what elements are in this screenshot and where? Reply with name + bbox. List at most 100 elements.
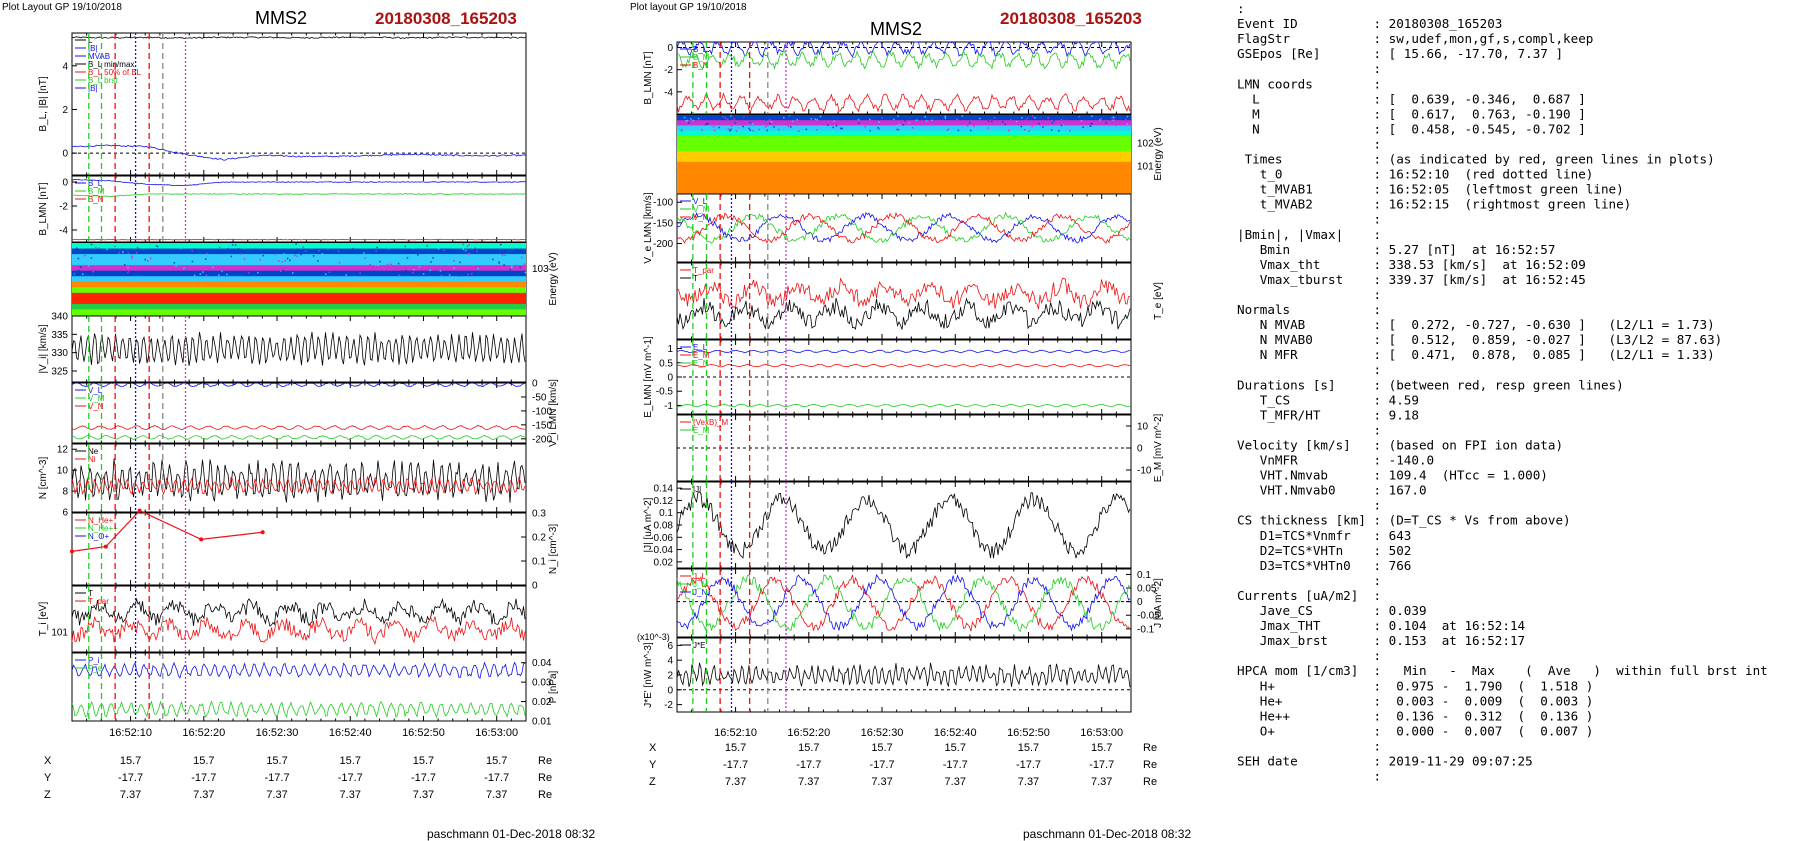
pos-value: 7.37: [340, 789, 361, 801]
spectrogram-pixel: [374, 264, 377, 266]
spectrogram-pixel: [878, 128, 881, 130]
info-line: :: [1237, 648, 1381, 663]
series-T_par: [71, 616, 526, 645]
pos-row-label: X: [649, 742, 657, 754]
info-line: :: [1237, 362, 1381, 377]
spectrogram-pixel: [345, 274, 347, 276]
spectrogram-pixel: [377, 264, 379, 267]
spectrogram-pixel: [1047, 117, 1049, 119]
series-P_i: [71, 661, 526, 680]
legend-entry: J_L: [693, 572, 706, 581]
spectrogram-pixel: [683, 123, 686, 126]
spectrogram-pixel: [712, 127, 715, 130]
middle-event-title: 20180308_165203: [1000, 9, 1142, 28]
spectrogram-pixel: [412, 271, 414, 274]
time-tick-label: 16:53:00: [475, 727, 518, 739]
info-line: :: [1237, 738, 1381, 753]
spectrogram-pixel: [1026, 117, 1029, 120]
spectrogram-pixel: [1004, 123, 1006, 126]
spectrogram-pixel: [415, 268, 418, 270]
info-line: D3=TCS*VHTn0 : 766: [1237, 558, 1411, 573]
spectrogram-band: [677, 167, 1131, 173]
spectrogram-pixel: [236, 257, 238, 259]
spectrogram-pixel: [150, 257, 152, 259]
pos-value: 15.7: [945, 742, 966, 754]
spectrogram-pixel: [1013, 123, 1016, 125]
spectrogram-pixel: [786, 129, 788, 132]
spectrogram-pixel: [510, 267, 513, 269]
spectrogram-pixel: [897, 115, 899, 117]
spectrogram-pixel: [1082, 126, 1084, 128]
spectrogram-pixel: [226, 273, 228, 276]
legend-entry: E_L: [693, 343, 708, 352]
spectrogram-pixel: [1023, 129, 1026, 131]
middle-spacecraft-title: MMS2: [870, 19, 922, 39]
spectrogram-pixel: [283, 253, 285, 255]
spectrogram-pixel: [119, 251, 122, 253]
spectrogram-pixel: [227, 247, 229, 250]
time-tick-label: 16:52:40: [934, 727, 977, 739]
spectrogram-pixel: [816, 129, 818, 131]
legend-entry: B_M: [693, 53, 710, 62]
spectrogram-pixel: [81, 273, 84, 275]
y-tick-label: 12: [57, 445, 69, 456]
spectrogram-pixel: [261, 243, 263, 246]
spectrogram-pixel: [1062, 124, 1064, 126]
left-footer: paschmann 01-Dec-2018 08:32: [427, 827, 595, 841]
panel-frame: [676, 568, 1132, 638]
y-tick-label: 0.06: [654, 533, 674, 544]
series-E_M: [676, 363, 1131, 368]
spectrogram-pixel: [420, 263, 422, 265]
pos-unit: Re: [1143, 759, 1157, 771]
spectrogram-pixel: [122, 251, 124, 253]
info-line: :: [1237, 1, 1245, 16]
spectrogram-pixel: [1078, 116, 1080, 118]
spectrogram-pixel: [923, 115, 925, 117]
info-line: N MVAB0 : [ 0.512, 0.859, -0.027 ] (L3/L…: [1237, 332, 1722, 347]
spectrogram-pixel: [304, 250, 307, 252]
pos-value: 15.7: [871, 742, 892, 754]
spectrogram-pixel: [291, 272, 294, 274]
spectrogram-pixel: [736, 127, 738, 130]
panel-L9: P [nPa] 0.01 0.02 0.03 0.04 P_iP_e: [71, 652, 559, 728]
spectrogram-pixel: [962, 117, 964, 120]
spectrogram-pixel: [957, 129, 960, 132]
spectrogram-pixel: [701, 129, 703, 131]
spectrogram-pixel: [840, 127, 842, 130]
spectrogram-pixel: [981, 118, 983, 121]
info-line: Jmax_brst : 0.153 at 16:52:17: [1237, 633, 1525, 648]
spectrogram-pixel: [1045, 128, 1048, 130]
spectrogram-band: [677, 182, 1131, 189]
time-tick-label: 16:52:30: [256, 727, 299, 739]
spectrogram-pixel: [968, 121, 971, 124]
y-tick-label: 0: [1137, 597, 1143, 608]
spectrogram-pixel: [730, 125, 733, 127]
legend-entry: Ni: [88, 455, 96, 464]
series-B_N: [676, 92, 1131, 113]
y-tick-label: 0.5: [659, 358, 673, 369]
left-header: Plot Layout GP 19/10/2018: [2, 2, 122, 13]
y-tick-label: 6: [667, 641, 673, 652]
spectrogram-pixel: [1060, 122, 1062, 125]
legend-entry: B_L brst: [88, 76, 118, 85]
spectrogram-pixel: [693, 125, 696, 127]
spectrogram-pixel: [335, 259, 338, 261]
panel-ylabel: J*E' [nW m^-3]: [643, 642, 654, 708]
spectrogram-pixel: [240, 253, 242, 255]
spectrogram-pixel: [417, 254, 419, 256]
spectrogram-pixel: [925, 120, 928, 122]
y-tick-label: 0.1: [1137, 570, 1151, 581]
panel-frame: [676, 481, 1132, 569]
spectrogram-pixel: [1003, 127, 1005, 130]
spectrogram-pixel: [1090, 123, 1092, 125]
spectrogram-pixel: [744, 116, 746, 118]
spectrogram-pixel: [218, 246, 221, 249]
spectrogram-pixel: [993, 117, 996, 119]
spectrogram-pixel: [511, 265, 513, 268]
spectrogram-pixel: [165, 255, 168, 257]
spectrogram-pixel: [475, 250, 478, 253]
pos-value: 7.37: [945, 776, 966, 788]
panel-L3: Energy (eV)103: [71, 242, 559, 316]
y-tick-label: 0.03: [532, 678, 552, 689]
spectrogram-pixel: [1100, 125, 1102, 128]
